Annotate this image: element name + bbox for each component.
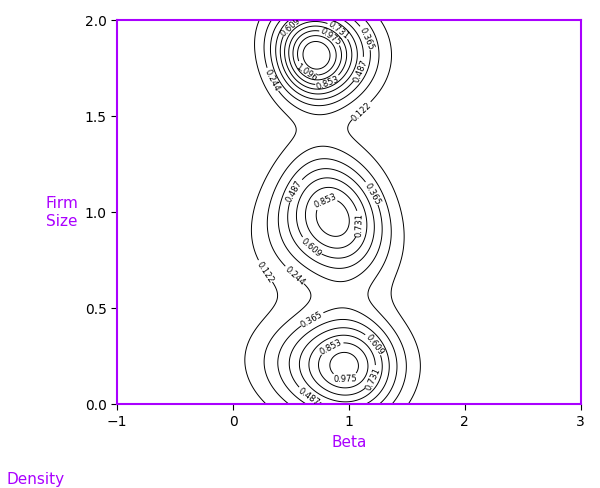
Text: 0.609: 0.609: [364, 332, 385, 356]
X-axis label: Beta: Beta: [331, 434, 367, 448]
Text: 0.244: 0.244: [283, 264, 307, 287]
Text: 0.609: 0.609: [279, 15, 302, 38]
Text: 0.609: 0.609: [299, 236, 323, 259]
Text: 0.731: 0.731: [326, 20, 351, 41]
Text: 0.365: 0.365: [363, 181, 382, 206]
Text: 1.096: 1.096: [294, 62, 319, 82]
Text: 0.244: 0.244: [262, 68, 281, 93]
Text: 0.853: 0.853: [315, 75, 341, 92]
Text: 0.487: 0.487: [352, 58, 369, 83]
Text: 0.975: 0.975: [319, 26, 343, 47]
Text: 0.122: 0.122: [255, 260, 275, 284]
Text: 0.487: 0.487: [296, 386, 321, 407]
Y-axis label: Firm
Size: Firm Size: [45, 196, 78, 228]
Text: 0.975: 0.975: [333, 374, 357, 384]
Text: 0.853: 0.853: [312, 192, 338, 210]
Text: Density: Density: [6, 471, 64, 486]
Text: 0.853: 0.853: [319, 337, 344, 356]
Text: 0.365: 0.365: [358, 26, 376, 51]
Text: 0.731: 0.731: [354, 212, 364, 236]
Text: 0.731: 0.731: [364, 366, 382, 391]
Text: 0.487: 0.487: [285, 178, 304, 203]
Text: 0.122: 0.122: [350, 100, 373, 123]
Text: 0.365: 0.365: [299, 309, 325, 329]
